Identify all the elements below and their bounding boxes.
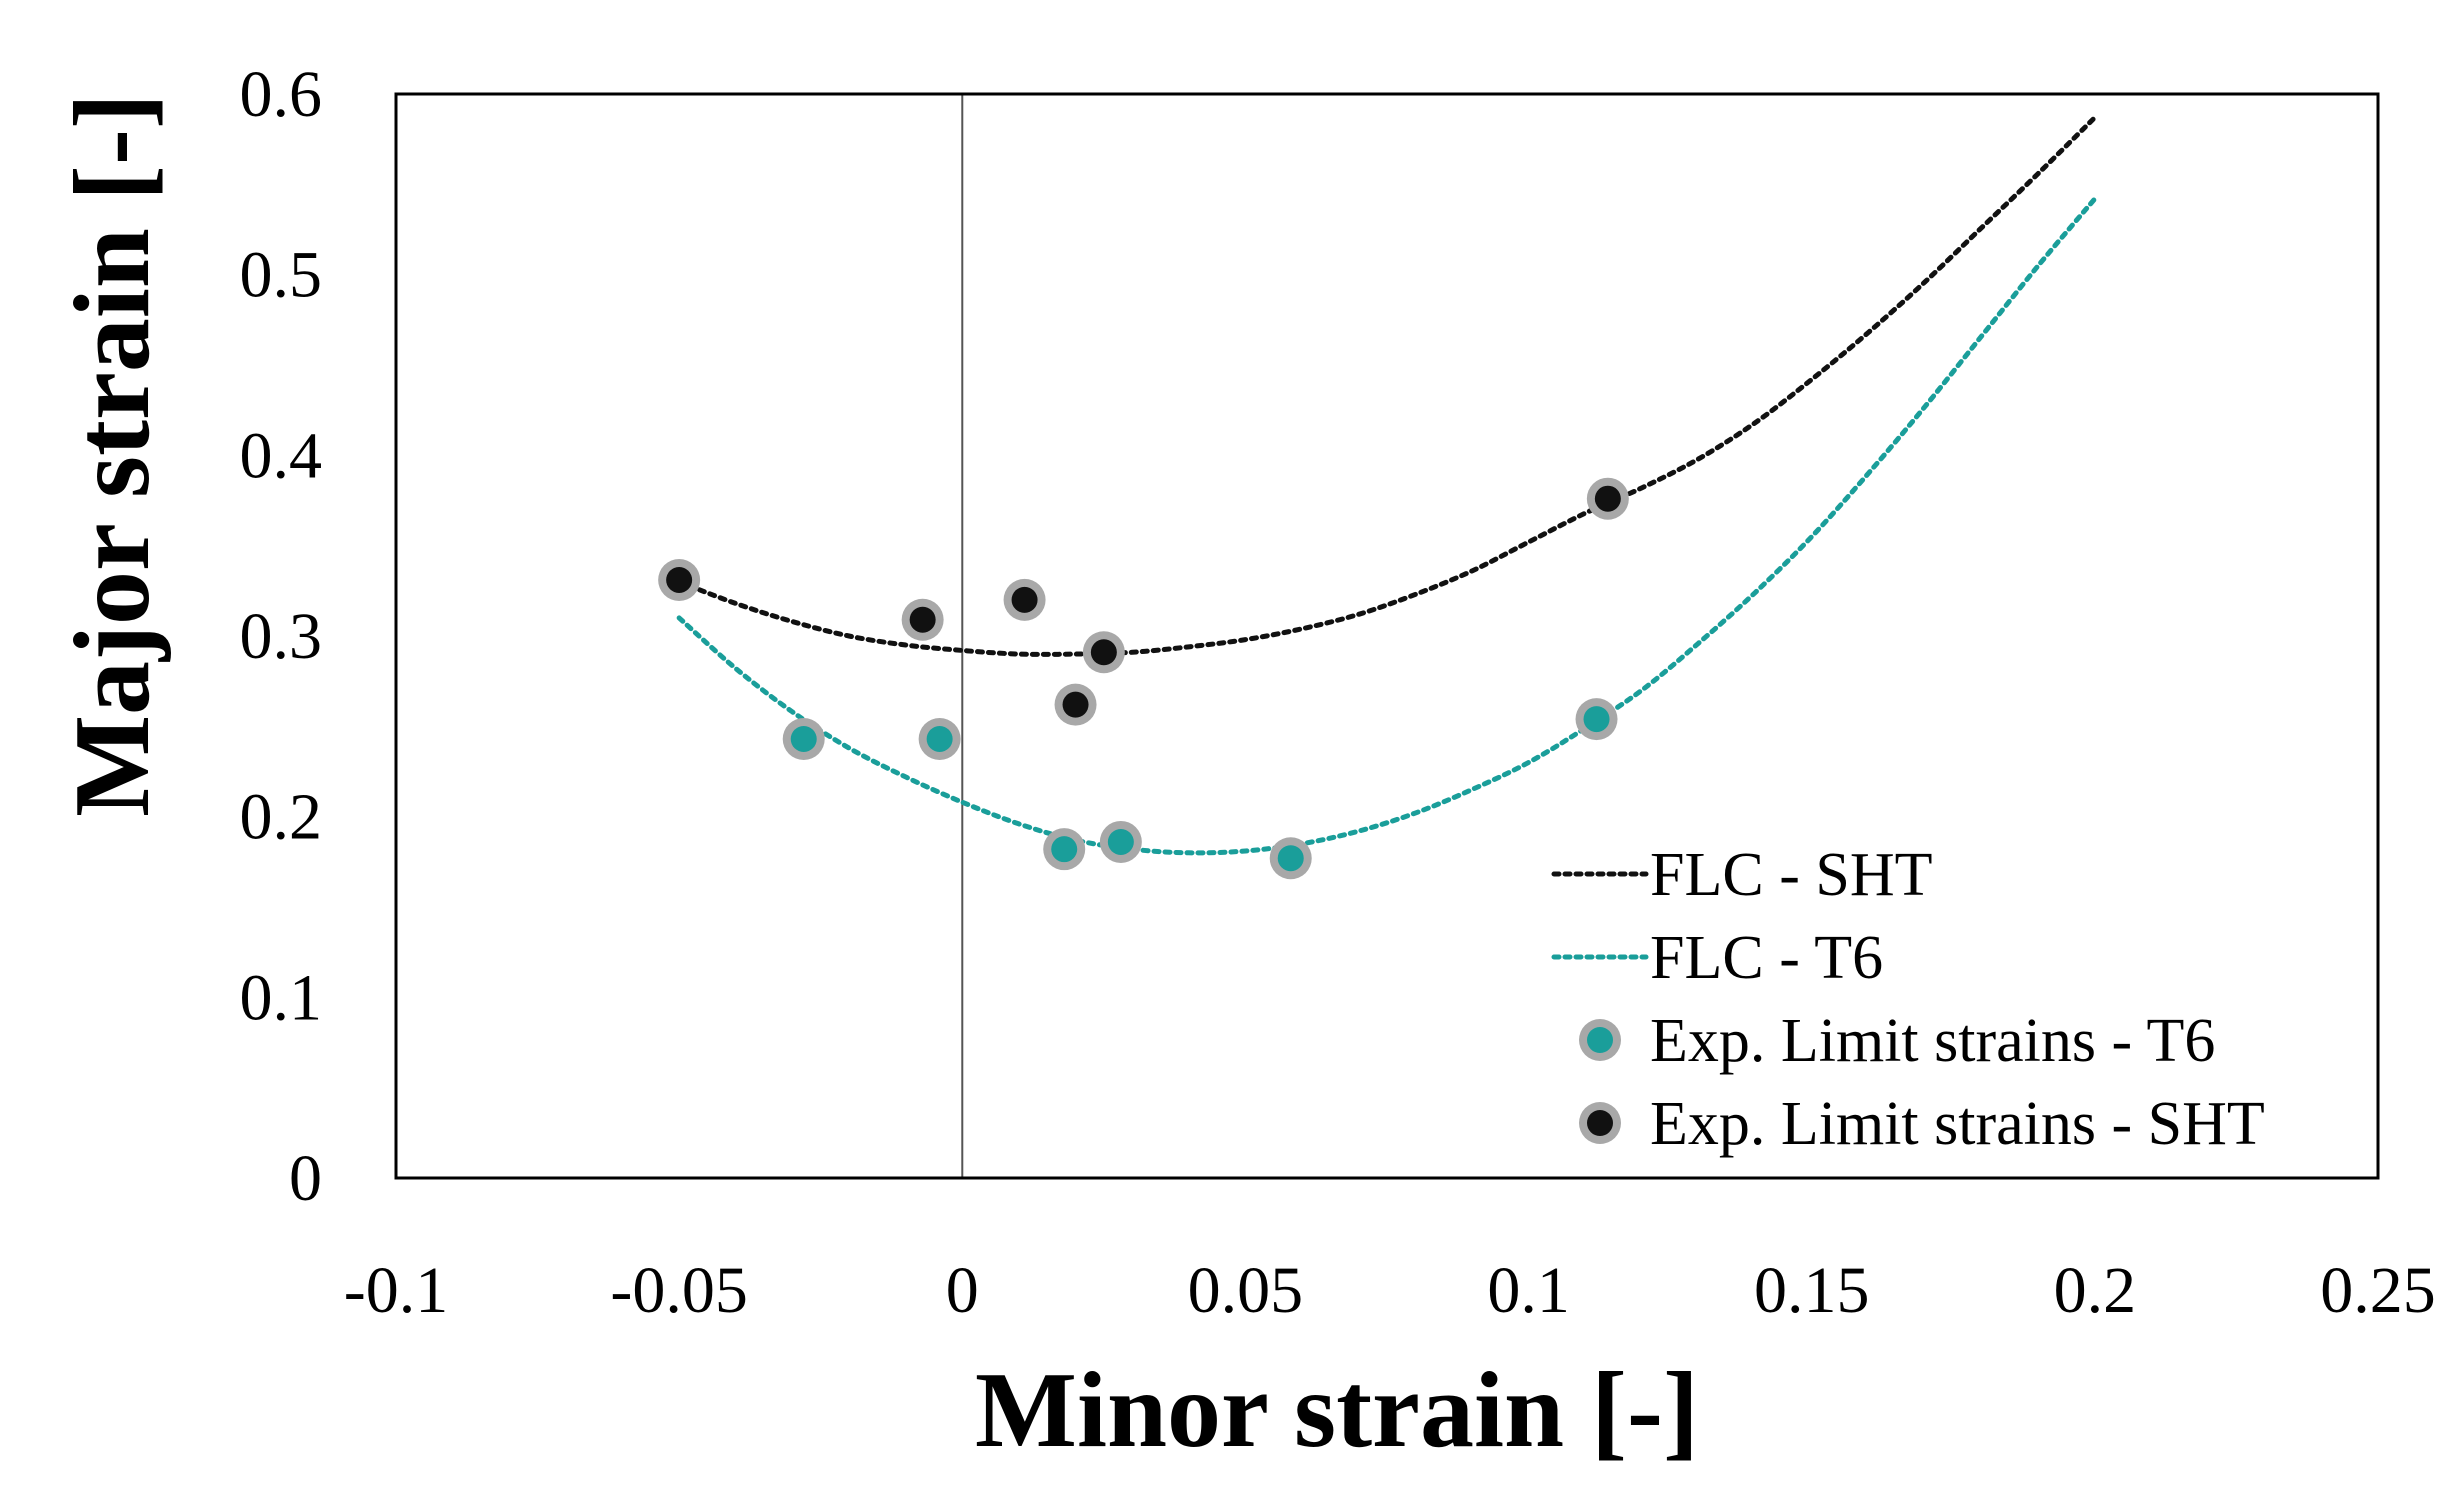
x-tick-label: -0.05 — [610, 1254, 747, 1327]
y-tick-label: 0.5 — [240, 239, 323, 312]
exp-point-t6 — [1575, 698, 1618, 741]
y-tick-label: 0.4 — [240, 419, 323, 492]
x-tick-label: 0.2 — [2054, 1254, 2137, 1327]
exp-point-core — [1107, 828, 1134, 855]
x-tick-label: 0.15 — [1754, 1254, 1870, 1327]
exp-point-core — [926, 725, 953, 752]
y-tick-label: 0.6 — [240, 58, 323, 131]
exp-point-core — [1062, 691, 1089, 718]
legend-label-exp-sht: Exp. Limit strains - SHT — [1650, 1090, 2265, 1158]
exp-point-core — [1051, 836, 1078, 863]
exp-point-core — [790, 725, 817, 752]
x-tick-label: 0.1 — [1487, 1254, 1570, 1327]
x-tick-labels: -0.1 -0.05 0 0.05 0.1 0.15 0.2 0.25 — [344, 1254, 2436, 1327]
exp-point-core — [909, 606, 936, 633]
x-tick-label: 0.25 — [2320, 1254, 2436, 1327]
exp-point-sht — [901, 598, 944, 641]
y-tick-label: 0.2 — [240, 781, 323, 854]
legend-label-flc-t6: FLC - T6 — [1650, 924, 1883, 992]
exp-point-sht — [1054, 683, 1097, 726]
x-tick-label: 0.05 — [1188, 1254, 1304, 1327]
legend: FLC - SHT FLC - T6 Exp. Limit strains - … — [1551, 841, 2265, 1158]
point-layer — [658, 477, 1629, 880]
y-tick-label: 0.3 — [240, 600, 323, 673]
exp-point-sht — [1586, 477, 1629, 520]
curve-layer — [676, 114, 2098, 856]
exp-point-core — [1277, 845, 1304, 872]
legend-label-exp-t6: Exp. Limit strains - T6 — [1650, 1007, 2215, 1075]
legend-label-flc-sht: FLC - SHT — [1650, 841, 1932, 909]
x-axis-title: Minor strain [-] — [975, 1351, 1699, 1470]
exp-point-t6 — [918, 717, 961, 760]
exp-point-core — [666, 566, 693, 593]
exp-point-sht — [1003, 578, 1046, 621]
exp-point-core — [1594, 485, 1621, 512]
exp-point-sht — [658, 558, 701, 601]
plot-area-frame — [394, 92, 2380, 1180]
y-tick-label: 0 — [289, 1142, 322, 1215]
exp-point-t6 — [1099, 820, 1142, 863]
legend-marker-exp-t6-core — [1587, 1027, 1613, 1053]
exp-point-t6 — [1043, 828, 1086, 871]
exp-point-core — [1011, 586, 1038, 613]
y-tick-label: 0.1 — [240, 961, 323, 1034]
exp-point-t6 — [1269, 837, 1312, 880]
y-axis-title: Major strain [-] — [53, 93, 172, 817]
x-tick-label: -0.1 — [344, 1254, 448, 1327]
exp-point-sht — [1082, 631, 1125, 674]
exp-point-core — [1583, 706, 1610, 733]
x-tick-label: 0 — [946, 1254, 979, 1327]
exp-point-core — [1090, 639, 1117, 666]
flc-curve-t6 — [676, 196, 2098, 856]
legend-marker-exp-sht-core — [1587, 1110, 1613, 1136]
flc-curve-sht — [676, 114, 2098, 657]
exp-point-t6 — [782, 717, 825, 760]
y-tick-labels: 0 0.1 0.2 0.3 0.4 0.5 0.6 — [240, 58, 323, 1215]
